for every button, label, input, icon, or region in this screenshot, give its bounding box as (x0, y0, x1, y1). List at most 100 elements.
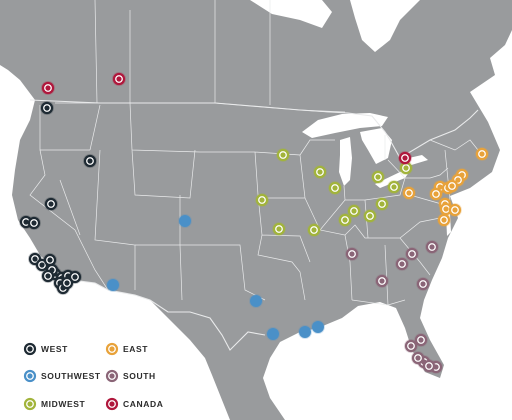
map-marker-midwest[interactable] (363, 209, 377, 223)
legend-item-east[interactable]: EAST (105, 342, 148, 356)
gulf-of-california (93, 300, 145, 378)
map-marker-midwest[interactable] (371, 170, 385, 184)
map-marker-south[interactable] (405, 247, 419, 261)
marker-dot (31, 220, 37, 226)
canada-border (29, 99, 479, 159)
map-marker-south[interactable] (414, 333, 428, 347)
map-marker-midwest[interactable] (375, 197, 389, 211)
map-marker-midwest[interactable] (276, 148, 290, 162)
map-marker-southwest[interactable] (249, 294, 263, 308)
map-marker-south[interactable] (422, 359, 436, 373)
map-marker-east[interactable] (439, 202, 453, 216)
legend-label-canada: CANADA (123, 399, 163, 409)
marker-dot (443, 206, 449, 212)
map-marker-south[interactable] (404, 339, 418, 353)
map-marker-southwest[interactable] (106, 278, 120, 292)
legend-swatch-center (27, 373, 33, 379)
map-marker-canada[interactable] (398, 151, 412, 165)
map-marker-west[interactable] (44, 197, 58, 211)
map-marker-east[interactable] (402, 186, 416, 200)
marker-dot (351, 208, 357, 214)
map-marker-west[interactable] (40, 101, 54, 115)
marker-dot (64, 280, 70, 286)
marker-dot (72, 274, 78, 280)
map-marker-south[interactable] (416, 277, 430, 291)
marker-dot (280, 152, 286, 158)
map-marker-midwest[interactable] (387, 180, 401, 194)
legend-item-south[interactable]: SOUTH (105, 369, 156, 383)
legend-label-west: WEST (41, 344, 68, 354)
map-marker-south[interactable] (425, 240, 439, 254)
legend-swatch-center (109, 373, 115, 379)
legend-item-midwest[interactable]: MIDWEST (23, 397, 86, 411)
map-marker-east[interactable] (475, 147, 489, 161)
marker-dot (426, 363, 432, 369)
marker-dot (45, 85, 51, 91)
legend-label-east: EAST (123, 344, 148, 354)
map-marker-east[interactable] (445, 179, 459, 193)
marker-dot (433, 191, 439, 197)
legend-label-south: SOUTH (123, 371, 156, 381)
map-marker-south[interactable] (375, 274, 389, 288)
map-marker-midwest[interactable] (255, 193, 269, 207)
marker-dot (312, 321, 324, 333)
marker-dot (23, 219, 29, 225)
map-marker-south[interactable] (411, 351, 425, 365)
marker-dot (379, 201, 385, 207)
marker-dot (403, 165, 409, 171)
marker-dot (44, 105, 50, 111)
marker-dot (317, 169, 323, 175)
legend-label-midwest: MIDWEST (41, 399, 86, 409)
marker-dot (250, 295, 262, 307)
map-marker-midwest[interactable] (347, 204, 361, 218)
map-marker-west[interactable] (41, 269, 55, 283)
map-marker-west[interactable] (43, 253, 57, 267)
map-marker-south[interactable] (345, 247, 359, 261)
legend-item-southwest[interactable]: SOUTHWEST (23, 369, 101, 383)
map-marker-southwest[interactable] (298, 325, 312, 339)
mexico-border (71, 279, 266, 351)
marker-dot (479, 151, 485, 157)
marker-dot (267, 328, 279, 340)
map-marker-southwest[interactable] (266, 327, 280, 341)
map-marker-canada[interactable] (112, 72, 126, 86)
map-marker-southwest[interactable] (178, 214, 192, 228)
map-marker-east[interactable] (437, 213, 451, 227)
map-marker-midwest[interactable] (313, 165, 327, 179)
map-marker-midwest[interactable] (272, 222, 286, 236)
marker-dot (408, 343, 414, 349)
marker-dot (179, 215, 191, 227)
marker-dot (415, 355, 421, 361)
marker-dot (45, 273, 51, 279)
map-marker-west[interactable] (27, 216, 41, 230)
lake-huron (360, 128, 392, 164)
marker-dot (342, 217, 348, 223)
marker-dot (375, 174, 381, 180)
map-marker-west[interactable] (83, 154, 97, 168)
marker-dot (276, 226, 282, 232)
map-marker-east[interactable] (429, 187, 443, 201)
legend-item-canada[interactable]: CANADA (105, 397, 163, 411)
map-marker-midwest[interactable] (338, 213, 352, 227)
map-marker-west[interactable] (60, 276, 74, 290)
lake-superior (302, 113, 388, 138)
marker-dot (47, 257, 53, 263)
marker-dot (311, 227, 317, 233)
map-marker-east[interactable] (448, 203, 462, 217)
marker-dot (399, 261, 405, 267)
marker-dot (418, 337, 424, 343)
legend-swatch-center (27, 401, 33, 407)
legend-item-west[interactable]: WEST (23, 342, 68, 356)
marker-dot (116, 76, 122, 82)
map-marker-midwest[interactable] (307, 223, 321, 237)
marker-dot (449, 183, 455, 189)
map-marker-midwest[interactable] (328, 181, 342, 195)
map-marker-southwest[interactable] (311, 320, 325, 334)
marker-dot (367, 213, 373, 219)
map-marker-south[interactable] (395, 257, 409, 271)
map-marker-canada[interactable] (41, 81, 55, 95)
marker-dot (429, 244, 435, 250)
hudson-bay (250, 0, 332, 28)
marker-dot (48, 201, 54, 207)
